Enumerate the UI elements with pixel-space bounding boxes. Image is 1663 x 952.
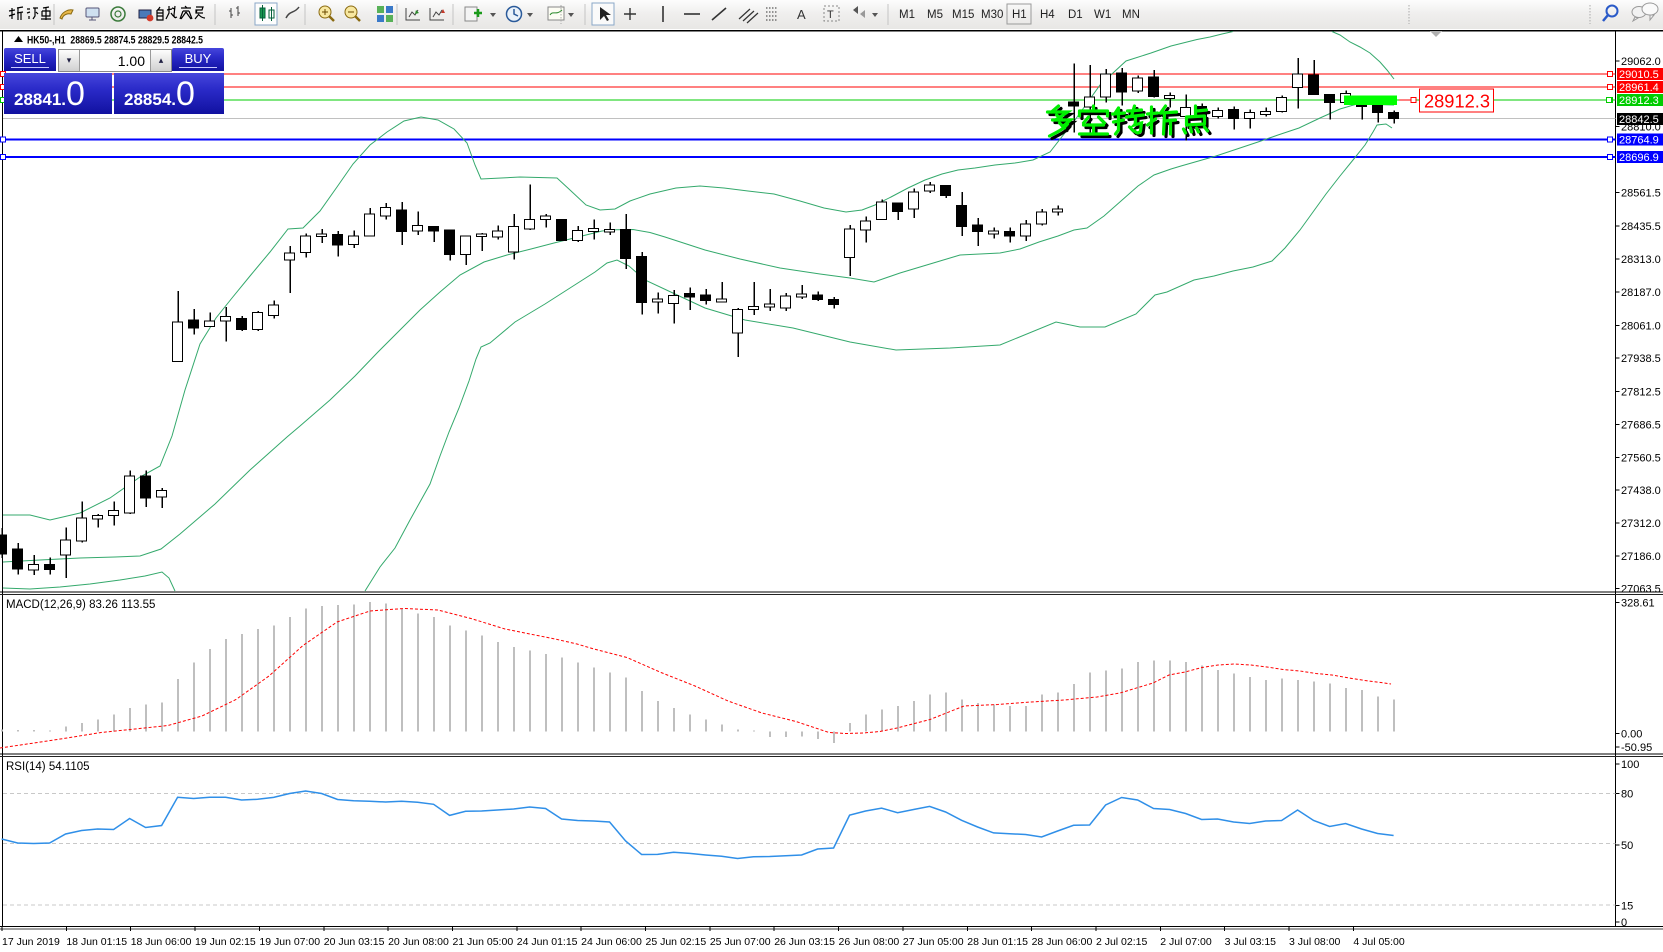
svg-text:100: 100 bbox=[1621, 759, 1639, 771]
svg-text:A: A bbox=[797, 7, 806, 22]
svg-text:29062.0: 29062.0 bbox=[1621, 56, 1661, 68]
svg-text:H4: H4 bbox=[1040, 9, 1055, 21]
svg-text:328.61: 328.61 bbox=[1621, 598, 1655, 610]
svg-text:50: 50 bbox=[1621, 840, 1633, 852]
svg-text:27 Jun 05:00: 27 Jun 05:00 bbox=[903, 936, 964, 948]
svg-text:0.00: 0.00 bbox=[1621, 729, 1642, 741]
svg-text:M30: M30 bbox=[981, 9, 1003, 21]
svg-text:3 Jul 08:00: 3 Jul 08:00 bbox=[1289, 936, 1341, 948]
svg-text:27063.5: 27063.5 bbox=[1621, 584, 1661, 596]
svg-text:28561.5: 28561.5 bbox=[1621, 188, 1661, 200]
svg-text:0: 0 bbox=[1621, 917, 1627, 929]
svg-text:28842.5: 28842.5 bbox=[1619, 114, 1659, 126]
svg-text:M15: M15 bbox=[952, 9, 974, 21]
svg-text:3 Jul 03:15: 3 Jul 03:15 bbox=[1225, 936, 1277, 948]
svg-text:MN: MN bbox=[1122, 9, 1140, 21]
svg-text:27938.5: 27938.5 bbox=[1621, 353, 1661, 365]
svg-text:29010.5: 29010.5 bbox=[1619, 69, 1659, 81]
svg-text:20 Jun 08:00: 20 Jun 08:00 bbox=[388, 936, 449, 948]
svg-text:M1: M1 bbox=[899, 9, 915, 21]
svg-text:28696.9: 28696.9 bbox=[1619, 152, 1659, 164]
svg-text:28 Jun 01:15: 28 Jun 01:15 bbox=[967, 936, 1028, 948]
svg-text:24 Jun 06:00: 24 Jun 06:00 bbox=[581, 936, 642, 948]
svg-text:19 Jun 02:15: 19 Jun 02:15 bbox=[195, 936, 256, 948]
svg-text:17 Jun 2019: 17 Jun 2019 bbox=[2, 936, 60, 948]
svg-text:28187.0: 28187.0 bbox=[1621, 287, 1661, 299]
svg-text:H1: H1 bbox=[1012, 9, 1027, 21]
svg-text:19 Jun 07:00: 19 Jun 07:00 bbox=[259, 936, 320, 948]
svg-text:24 Jun 01:15: 24 Jun 01:15 bbox=[517, 936, 578, 948]
svg-text:28764.9: 28764.9 bbox=[1619, 135, 1659, 147]
svg-text:28912.3: 28912.3 bbox=[1424, 92, 1490, 112]
svg-text:18 Jun 01:15: 18 Jun 01:15 bbox=[66, 936, 127, 948]
svg-text:HK50-,H1 28869.5 28874.5 2882: HK50-,H1 28869.5 28874.5 28829.5 28842.5 bbox=[27, 35, 203, 47]
svg-text:4 Jul 05:00: 4 Jul 05:00 bbox=[1353, 936, 1405, 948]
svg-text:21 Jun 05:00: 21 Jun 05:00 bbox=[452, 936, 513, 948]
svg-text:T: T bbox=[827, 9, 834, 21]
svg-text:15: 15 bbox=[1621, 901, 1633, 913]
svg-text:27560.5: 27560.5 bbox=[1621, 453, 1661, 465]
svg-text:27438.0: 27438.0 bbox=[1621, 485, 1661, 497]
svg-text:18 Jun 06:00: 18 Jun 06:00 bbox=[131, 936, 192, 948]
svg-text:MACD(12,26,9) 83.26 113.55: MACD(12,26,9) 83.26 113.55 bbox=[6, 599, 155, 611]
svg-text:W1: W1 bbox=[1094, 9, 1111, 21]
svg-text:2 Jul 07:00: 2 Jul 07:00 bbox=[1160, 936, 1212, 948]
svg-text:RSI(14) 54.1105: RSI(14) 54.1105 bbox=[6, 761, 90, 773]
svg-text:26 Jun 03:15: 26 Jun 03:15 bbox=[774, 936, 835, 948]
svg-text:D1: D1 bbox=[1068, 9, 1083, 21]
svg-text:28961.4: 28961.4 bbox=[1619, 82, 1659, 94]
svg-text:80: 80 bbox=[1621, 789, 1633, 801]
svg-text:28435.5: 28435.5 bbox=[1621, 221, 1661, 233]
svg-text:28912.3: 28912.3 bbox=[1619, 95, 1659, 107]
svg-text:28 Jun 06:00: 28 Jun 06:00 bbox=[1032, 936, 1093, 948]
svg-text:25 Jun 07:00: 25 Jun 07:00 bbox=[710, 936, 771, 948]
svg-text:26 Jun 08:00: 26 Jun 08:00 bbox=[839, 936, 900, 948]
svg-text:27312.0: 27312.0 bbox=[1621, 518, 1661, 530]
svg-text:27812.5: 27812.5 bbox=[1621, 387, 1661, 399]
svg-text:28061.0: 28061.0 bbox=[1621, 321, 1661, 333]
svg-text:27686.5: 27686.5 bbox=[1621, 420, 1661, 432]
svg-text:M5: M5 bbox=[927, 9, 943, 21]
svg-text:-50.95: -50.95 bbox=[1621, 742, 1652, 754]
svg-text:27186.0: 27186.0 bbox=[1621, 551, 1661, 563]
svg-text:2 Jul 02:15: 2 Jul 02:15 bbox=[1096, 936, 1148, 948]
svg-text:28313.0: 28313.0 bbox=[1621, 254, 1661, 266]
svg-text:20 Jun 03:15: 20 Jun 03:15 bbox=[324, 936, 385, 948]
svg-text:25 Jun 02:15: 25 Jun 02:15 bbox=[646, 936, 707, 948]
